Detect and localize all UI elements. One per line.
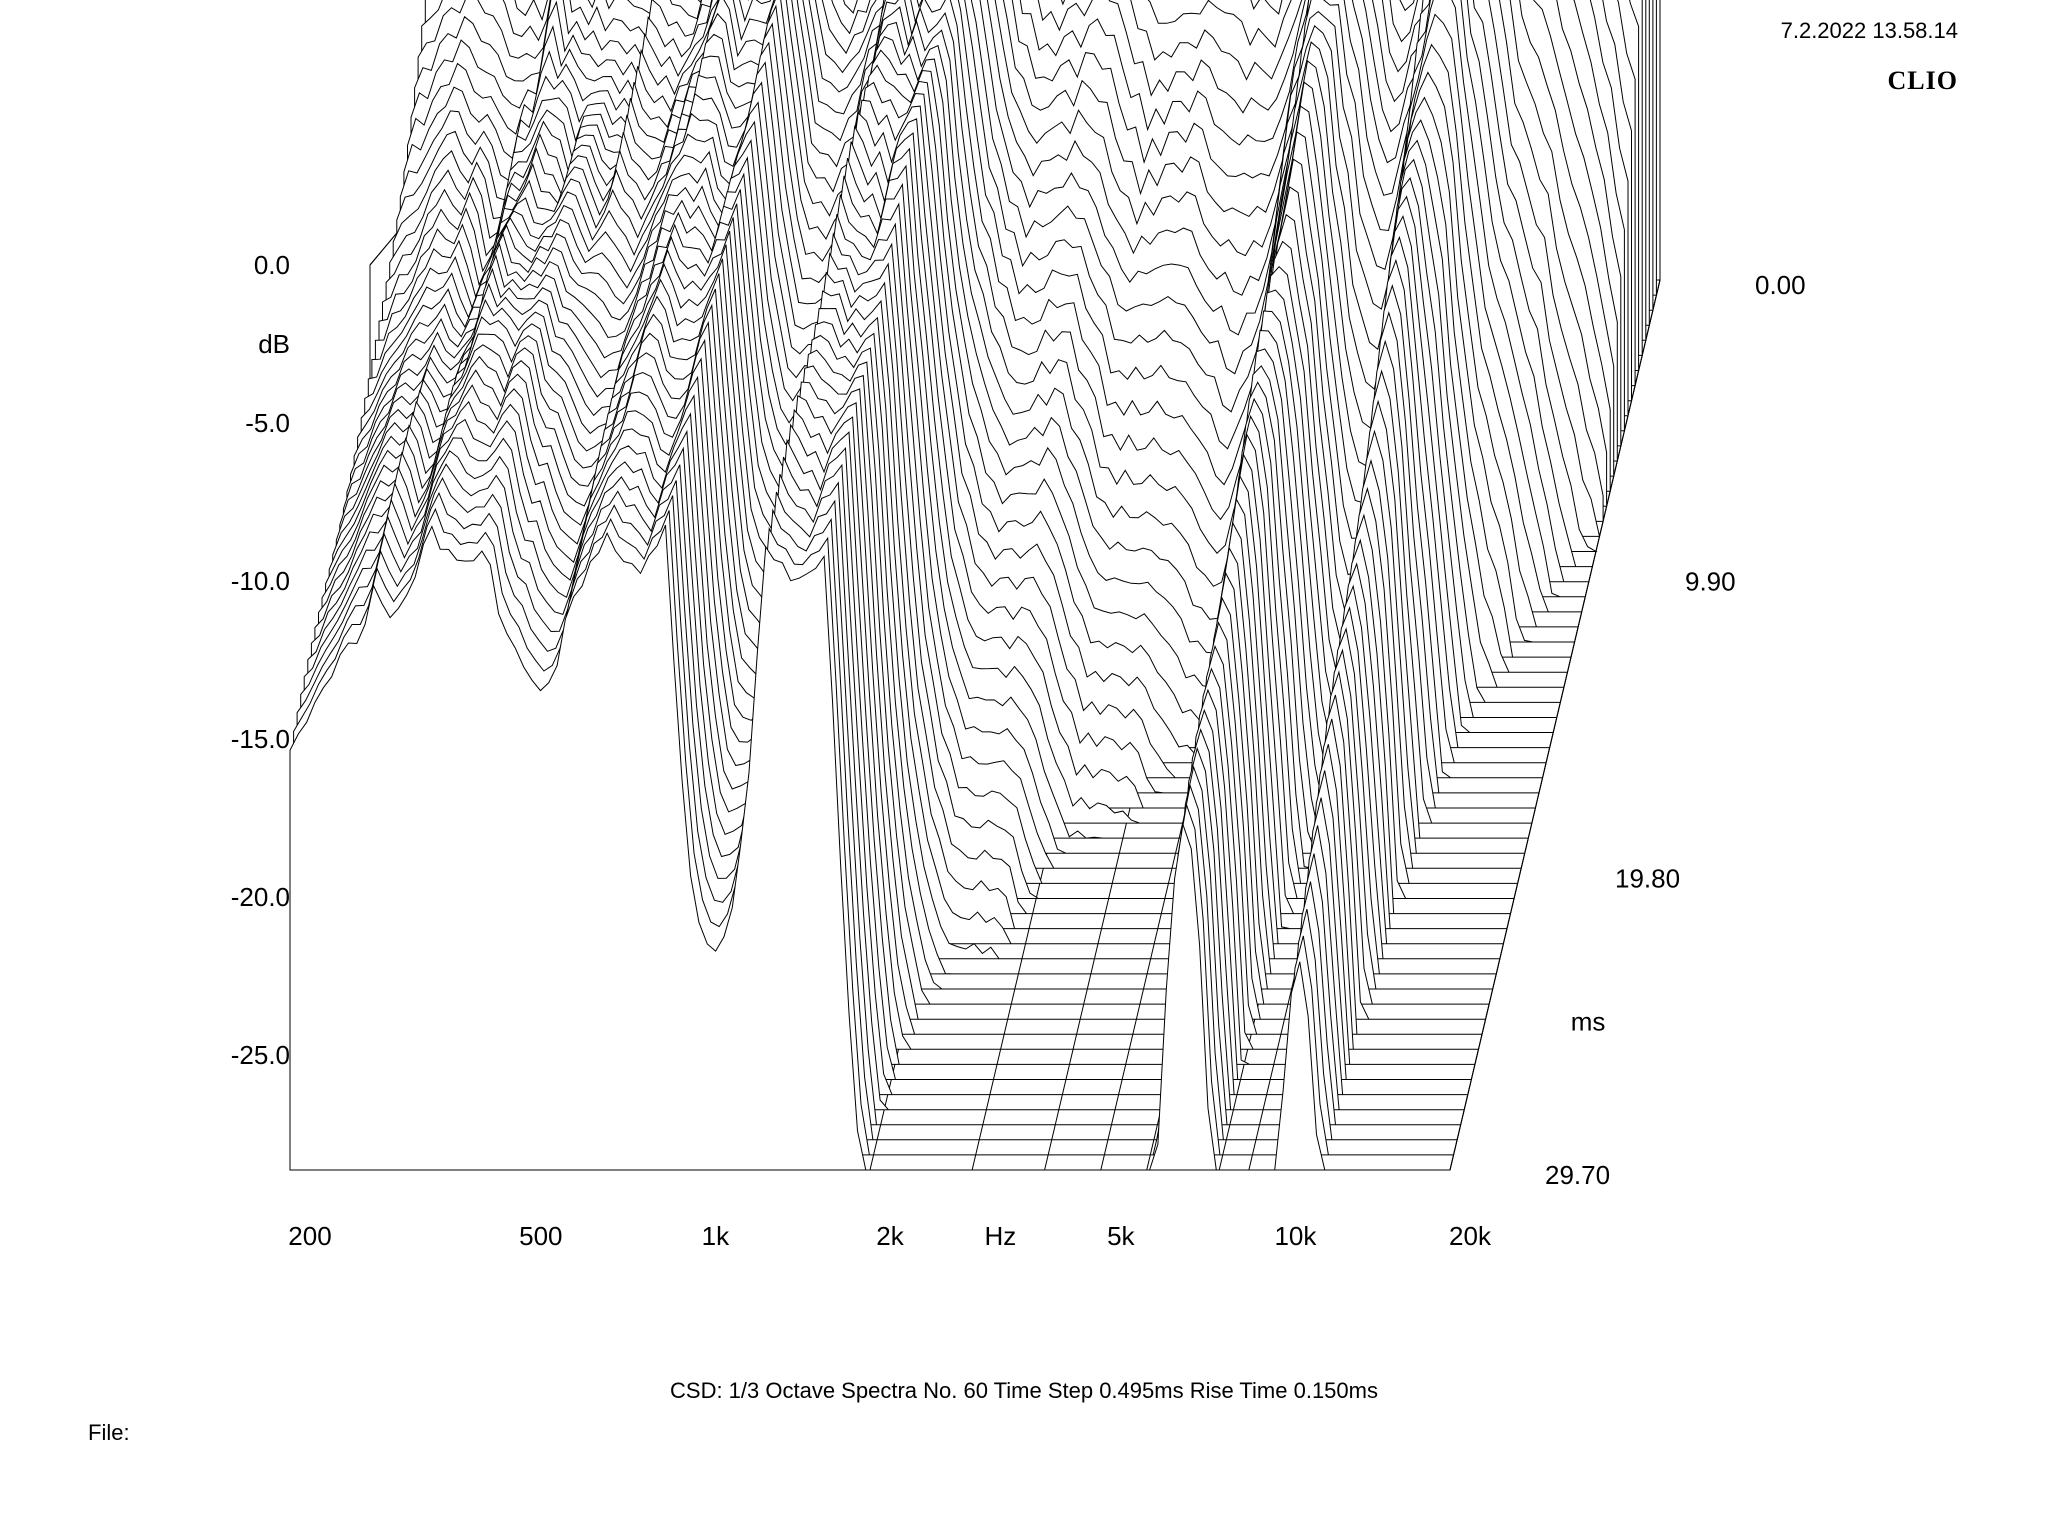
y-tick-label: -5.0 xyxy=(245,408,290,438)
z-tick-label: 29.70 xyxy=(1545,1160,1610,1190)
y-tick-label: 0.0 xyxy=(254,250,290,280)
y-axis-label: dB xyxy=(258,329,290,359)
x-tick-label: 200 xyxy=(288,1221,331,1251)
x-tick-label: 2k xyxy=(876,1221,904,1251)
y-tick-label: -20.0 xyxy=(231,882,290,912)
x-tick-label: 5k xyxy=(1107,1221,1135,1251)
x-tick-label: 20k xyxy=(1449,1221,1492,1251)
x-tick-label: 1k xyxy=(702,1221,730,1251)
spectra xyxy=(290,0,1660,1170)
z-tick-label: 19.80 xyxy=(1615,863,1680,893)
y-tick-label: -15.0 xyxy=(231,724,290,754)
x-tick-label: 500 xyxy=(519,1221,562,1251)
y-tick-label: -25.0 xyxy=(231,1040,290,1070)
z-tick-label: 9.90 xyxy=(1685,567,1736,597)
x-tick-label: 10k xyxy=(1274,1221,1317,1251)
z-axis-label: ms xyxy=(1571,1007,1606,1037)
z-tick-label: 0.00 xyxy=(1755,270,1806,300)
x-axis-label: Hz xyxy=(985,1221,1017,1251)
footer-caption: CSD: 1/3 Octave Spectra No. 60 Time Step… xyxy=(670,1378,1378,1404)
y-tick-label: -10.0 xyxy=(231,566,290,596)
file-label: File: xyxy=(88,1420,130,1446)
waterfall-plot: 0.0 -5.0 -10.0 -15.0 -20.0 -25.0 dB 200 500 1k 2k 5… xyxy=(0,0,2048,1536)
